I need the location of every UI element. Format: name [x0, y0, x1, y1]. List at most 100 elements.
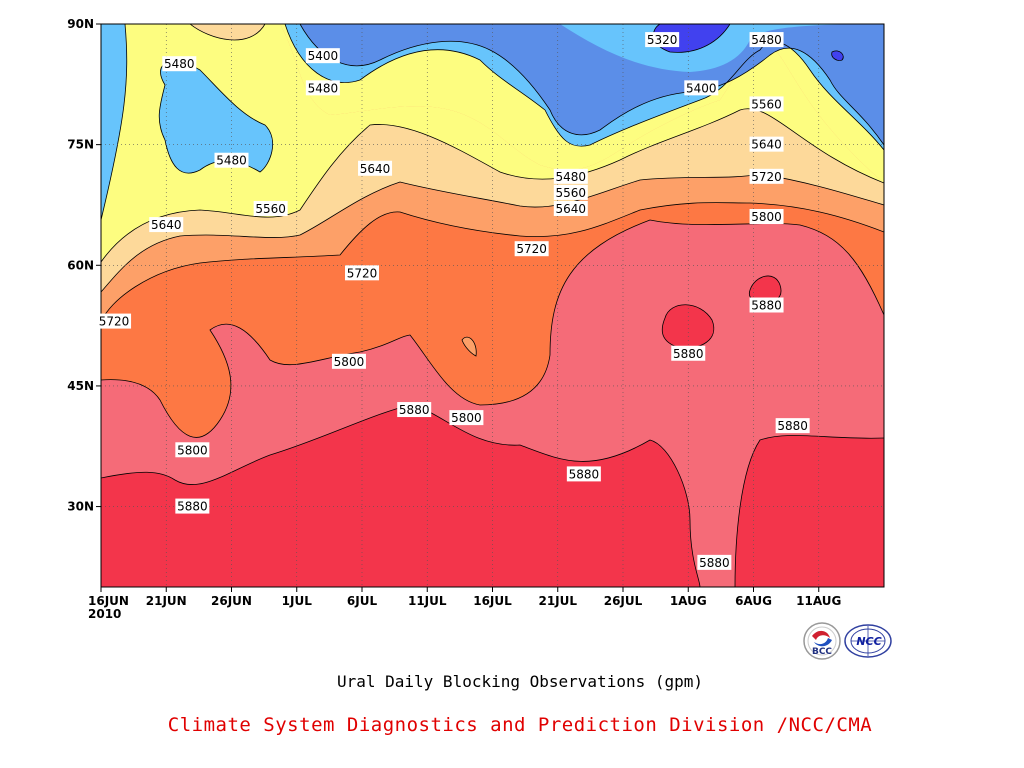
x-tick-label: 26JUN [211, 594, 252, 608]
contour-label-bg [749, 209, 784, 225]
contour-label-bg [449, 410, 484, 426]
contour-label-text: 5640 [556, 202, 587, 216]
y-tick-label: 90N [67, 17, 94, 31]
contour-label-bg [253, 200, 288, 216]
contour-label-bg [671, 345, 706, 361]
credit-line: Climate System Diagnostics and Predictio… [167, 714, 873, 736]
contour-label-text: 5720 [751, 170, 782, 184]
contour-label-text: 5480 [308, 81, 339, 95]
band-5400-5480-blob [159, 61, 273, 174]
contour-label-text: 5800 [334, 355, 365, 369]
contour-label-bg [214, 152, 249, 168]
contour-label-bg [749, 96, 784, 112]
x-tick-label: 26JUL [604, 594, 643, 608]
contour-label: 5800 [749, 209, 784, 225]
x-tick-label: 16JUL [473, 594, 512, 608]
contour-label-text: 5880 [569, 467, 600, 481]
contour-label: 5880 [697, 554, 732, 570]
contour-label-text: 5800 [451, 411, 482, 425]
contour-label: 5800 [175, 442, 210, 458]
contour-label: 5640 [358, 160, 393, 176]
contour-label: 5640 [149, 217, 184, 233]
contour-label-text: 5640 [751, 138, 782, 152]
contour-label-bg [175, 498, 210, 514]
contour-label-text: 5720 [99, 315, 130, 329]
contour-label-text: 5720 [516, 242, 547, 256]
contour-label: 5560 [553, 184, 588, 200]
contour-label-bg [749, 32, 784, 48]
contour-label-text: 5480 [751, 33, 782, 47]
band-5640-5720 [101, 174, 884, 322]
contour-label: 5720 [749, 168, 784, 184]
contour-label: 5880 [175, 498, 210, 514]
contour-label: 5400 [684, 80, 719, 96]
contour-label: 5480 [305, 80, 340, 96]
contour-label-text: 5560 [255, 202, 286, 216]
contour-label-bg [514, 241, 549, 257]
blob-5720-small [462, 337, 477, 356]
contour-label-bg [162, 56, 197, 72]
contour-label-bg [645, 32, 680, 48]
contour-label-text: 5800 [751, 210, 782, 224]
y-tick-label: 30N [67, 500, 94, 514]
contour-label: 5560 [253, 200, 288, 216]
band-5320-5400 [300, 24, 884, 145]
contour-label-text: 5320 [647, 33, 678, 47]
band-above-5880-east [735, 435, 884, 587]
y-tick-label: 75N [67, 138, 94, 152]
contour-labels: 5480 5400 5480 5480 5640 5560 5640 5720 5720 5800… [97, 32, 810, 570]
contour-label-bg [397, 402, 432, 418]
contour-label-bg [331, 353, 366, 369]
contour-label: 5480 [162, 56, 197, 72]
contour-label-text: 5880 [177, 500, 208, 514]
contour-label-text: 5400 [308, 49, 339, 63]
contour-label: 5560 [749, 96, 784, 112]
contour-label: 5880 [749, 297, 784, 313]
y-tick-label: 45N [67, 379, 94, 393]
x-tick-label: 6AUG [735, 594, 772, 608]
contour-label-bg [358, 160, 393, 176]
contour-label-text: 5400 [686, 81, 717, 95]
x-tick-label: 11AUG [796, 594, 841, 608]
x-tick-year-label: 2010 [88, 607, 121, 621]
x-tick-label: 21JUL [538, 594, 577, 608]
contour-label-bg [305, 80, 340, 96]
band-5400-5480-west [101, 24, 127, 220]
contour-label: 5880 [775, 418, 810, 434]
contour-label: 5880 [397, 402, 432, 418]
band-below-5320-blob [831, 50, 844, 61]
contour-label: 5320 [645, 32, 680, 48]
contour-label-bg [697, 554, 732, 570]
contour-label-bg [749, 168, 784, 184]
contour-label-text: 5480 [164, 57, 195, 71]
contour-label-bg [775, 418, 810, 434]
contour-label-bg [566, 466, 601, 482]
contour-label: 5800 [449, 410, 484, 426]
contour-label: 5880 [671, 345, 706, 361]
contour-label-bg [553, 168, 588, 184]
x-tick-label: 1JUL [282, 594, 313, 608]
contour-label-bg [749, 136, 784, 152]
x-tick-label: 21JUN [146, 594, 187, 608]
contour-label-text: 5720 [347, 266, 378, 280]
contour-label: 5720 [97, 313, 132, 329]
contour-label-text: 5880 [751, 299, 782, 313]
band-5480-5560 [101, 24, 884, 262]
contour-label: 5720 [514, 241, 549, 257]
contour-label: 5480 [749, 32, 784, 48]
band-5560-5640-north [190, 24, 265, 40]
contour-label: 5480 [553, 168, 588, 184]
contour-label: 5640 [749, 136, 784, 152]
bcc-logo-text: BCC [812, 647, 832, 657]
contour-label-text: 5880 [399, 403, 430, 417]
contour-label-bg [684, 80, 719, 96]
contour-label: 5720 [345, 265, 379, 281]
bcc-logo: BCC [803, 622, 841, 660]
y-tick-label: 60N [67, 258, 94, 272]
contour-label-bg [305, 48, 340, 64]
x-tick-label: 1AUG [670, 594, 707, 608]
contour-label: 5640 [553, 200, 588, 216]
contour-label: 5480 [214, 152, 249, 168]
